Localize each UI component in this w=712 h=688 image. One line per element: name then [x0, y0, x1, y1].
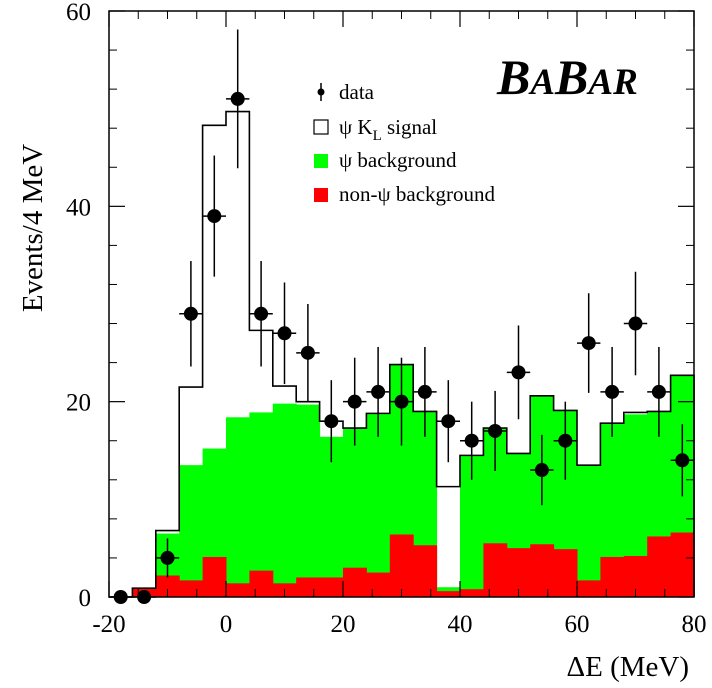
legend-data-marker-dot — [317, 88, 325, 96]
nonpsi-background-bar — [530, 544, 555, 597]
legend-nonpsi-bkg-marker — [314, 188, 328, 202]
psi-background-bar — [600, 423, 625, 597]
x-tick-label: 20 — [331, 611, 356, 638]
psi-background-bar — [577, 465, 601, 597]
nonpsi-background-bar — [647, 536, 672, 597]
data-point — [600, 346, 624, 437]
nonpsi-background-bar — [319, 577, 344, 597]
psi-background-bar — [272, 403, 297, 597]
nonpsi-background-bar — [600, 556, 625, 597]
legend-label-data: data — [339, 80, 375, 104]
data-point — [389, 357, 414, 446]
legend-label-nonpsi-background: non-ψ background — [339, 182, 496, 206]
data-point — [155, 538, 180, 578]
legend: data ψ KL signal ψ background non-ψ back… — [313, 80, 496, 206]
legend-label-psi-background: ψ background — [339, 148, 457, 172]
nonpsi-background-bar — [296, 577, 321, 597]
x-axis-label: ΔE (MeV) — [566, 651, 689, 683]
nonpsi-background-bar — [506, 548, 531, 597]
psi-background-bar — [296, 404, 321, 597]
data-point — [623, 271, 648, 376]
psi-background-bar — [343, 428, 367, 597]
data-point — [319, 380, 343, 463]
x-tick-label: 60 — [565, 611, 590, 638]
nonpsi-background-bar — [460, 589, 484, 597]
data-point — [553, 401, 577, 480]
legend-label-signal: ψ KL signal — [339, 115, 437, 144]
data-point — [296, 304, 320, 402]
data-point — [577, 293, 601, 393]
y-tick-label: 20 — [66, 390, 91, 417]
psi-background-bar — [366, 413, 391, 597]
nonpsi-background-bar — [343, 567, 367, 597]
data-points — [109, 29, 694, 604]
data-point — [436, 380, 460, 463]
psi-background-bar — [226, 417, 250, 597]
y-tick-label: 40 — [66, 194, 91, 221]
data-point — [179, 261, 203, 367]
nonpsi-background-bar — [436, 591, 461, 597]
data-point — [413, 346, 437, 437]
data-point — [506, 325, 531, 420]
x-tick-label: 80 — [682, 611, 707, 638]
data-point — [202, 155, 226, 277]
nonpsi-background-bar — [366, 572, 391, 597]
data-point — [530, 434, 554, 506]
x-tick-label: 0 — [220, 611, 233, 638]
data-point — [483, 390, 507, 472]
nonpsi-background-bar — [670, 532, 695, 597]
psi-background-bar — [319, 436, 344, 597]
data-point — [460, 401, 484, 480]
nonpsi-background-bar — [226, 583, 250, 597]
y-tick-label: 0 — [79, 585, 92, 612]
data-point — [272, 282, 297, 385]
x-tick-label: -20 — [92, 611, 125, 638]
nonpsi-background-bar — [155, 575, 180, 597]
y-axis-label: Events/4 MeV — [17, 144, 49, 312]
signal-histogram-outline — [109, 110, 695, 598]
legend-psi-bkg-marker — [314, 154, 328, 168]
data-point — [647, 346, 671, 437]
data-point — [249, 261, 273, 367]
nonpsi-background-bar — [389, 534, 414, 597]
x-tick-label: 40 — [448, 611, 473, 638]
psi-background-bar — [623, 414, 648, 597]
nonpsi-background-bar — [577, 580, 601, 597]
nonpsi-background-bar — [179, 580, 204, 597]
legend-signal-marker — [313, 119, 329, 135]
nonpsi-background-bar — [249, 570, 274, 597]
y-tick-label: 60 — [66, 0, 91, 26]
nonpsi-background-bar — [553, 549, 578, 597]
nonpsi-background-bar — [202, 556, 227, 597]
nonpsi-background-bar — [623, 555, 648, 597]
data-point — [343, 357, 367, 446]
histogram-bars — [109, 110, 695, 598]
nonpsi-background-bar — [413, 545, 438, 597]
nonpsi-background-bar — [483, 543, 508, 597]
data-point — [670, 424, 694, 497]
data-point — [226, 29, 250, 169]
psi-background-bar — [460, 455, 484, 597]
babar-logo: BABAR — [496, 49, 638, 105]
psi-background-bar — [179, 465, 204, 597]
psi-background-bar — [249, 412, 274, 597]
data-point — [366, 346, 390, 437]
